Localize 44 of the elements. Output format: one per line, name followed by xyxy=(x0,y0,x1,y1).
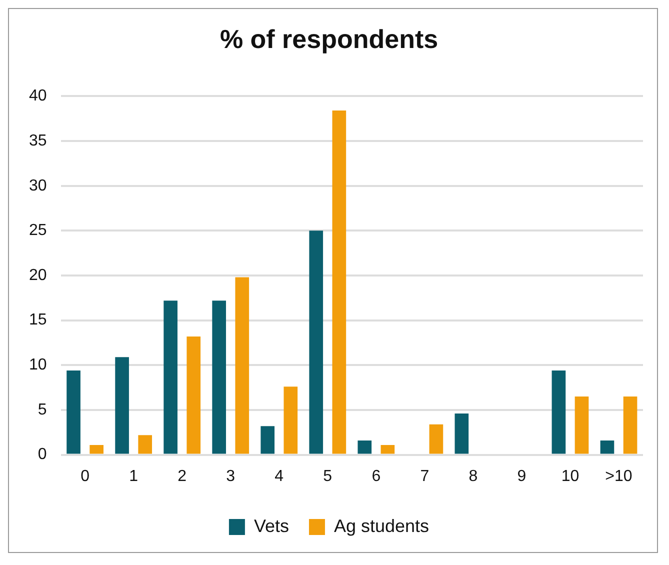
x-tick-label: >10 xyxy=(605,468,632,485)
y-tick-label: 0 xyxy=(38,446,47,464)
bar xyxy=(260,426,275,454)
y-tick-label: 10 xyxy=(29,356,47,374)
bar xyxy=(212,300,226,454)
bar xyxy=(429,424,444,454)
bar xyxy=(332,110,346,454)
bar xyxy=(600,440,614,454)
x-tick-label: 0 xyxy=(80,468,90,485)
y-tick-label: 40 xyxy=(29,88,47,105)
bar xyxy=(138,435,152,454)
bar xyxy=(90,444,104,454)
bar xyxy=(284,386,298,454)
x-tick-label: 1 xyxy=(129,468,138,485)
bar xyxy=(454,414,469,454)
bar xyxy=(186,336,201,454)
x-tick-label: 10 xyxy=(561,468,580,485)
y-tick-label: 25 xyxy=(29,222,47,240)
x-tick-label: 8 xyxy=(468,468,478,485)
x-tick-label: 7 xyxy=(420,468,430,485)
bar xyxy=(380,444,395,454)
y-tick-label: 30 xyxy=(29,177,47,194)
bar xyxy=(235,277,250,454)
bar xyxy=(309,230,324,454)
y-tick-label: 35 xyxy=(29,132,47,150)
x-tick-label: 3 xyxy=(226,468,236,485)
bar xyxy=(574,396,589,454)
y-tick-label: 20 xyxy=(29,266,47,284)
bar xyxy=(66,370,80,454)
x-tick-label: 6 xyxy=(372,468,381,485)
bar xyxy=(552,370,566,454)
x-tick-label: 5 xyxy=(323,468,332,485)
x-tick-label: 9 xyxy=(517,468,526,485)
chart-title: % of respondents xyxy=(220,24,438,54)
bar xyxy=(115,357,129,454)
x-tick-label: 2 xyxy=(178,468,187,485)
legend-label: Vets xyxy=(254,516,289,536)
bar xyxy=(623,396,638,454)
legend-label: Ag students xyxy=(334,516,430,536)
y-tick-label: 5 xyxy=(38,401,47,418)
bar xyxy=(164,300,178,454)
bar xyxy=(358,440,372,454)
y-tick-label: 15 xyxy=(29,312,47,329)
x-tick-label: 4 xyxy=(274,468,284,485)
